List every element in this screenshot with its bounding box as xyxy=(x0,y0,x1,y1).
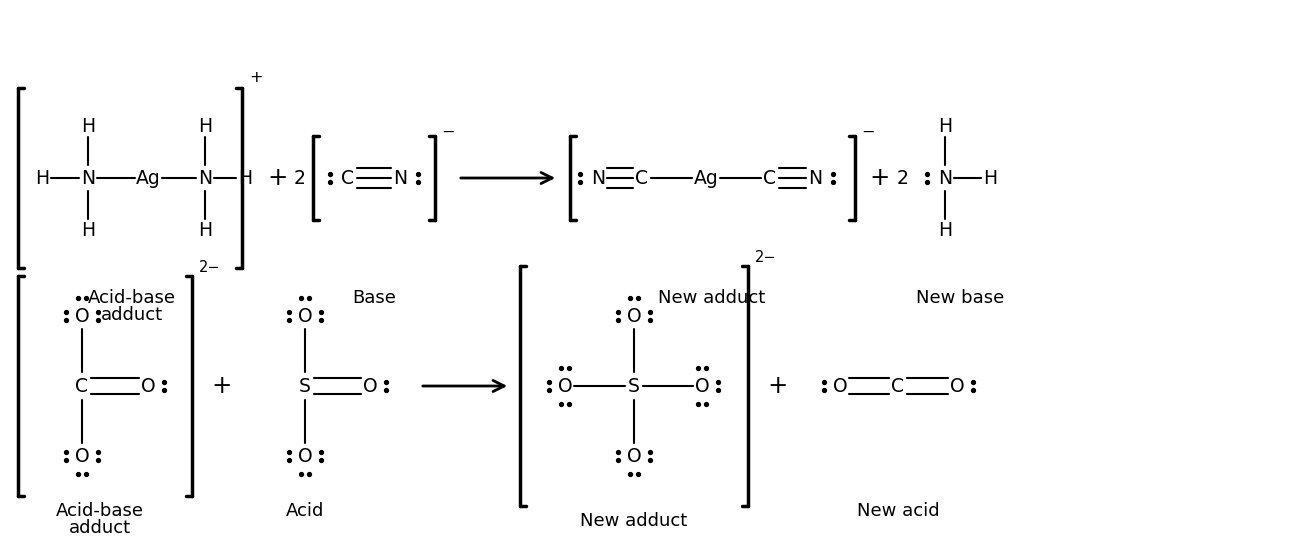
Text: S: S xyxy=(299,377,311,395)
Text: N: N xyxy=(937,168,952,188)
Text: +: + xyxy=(870,166,891,190)
Text: H: H xyxy=(35,168,49,188)
Text: 2−: 2− xyxy=(199,260,221,275)
Text: O: O xyxy=(140,377,155,395)
Text: N: N xyxy=(393,168,407,188)
Text: H: H xyxy=(983,168,997,188)
Text: C: C xyxy=(342,168,355,188)
Text: N: N xyxy=(592,168,604,188)
Text: H: H xyxy=(238,168,252,188)
Text: O: O xyxy=(558,377,572,395)
Text: −: − xyxy=(862,124,875,139)
Text: O: O xyxy=(74,307,90,325)
Text: O: O xyxy=(833,377,848,395)
Text: O: O xyxy=(74,447,90,465)
Text: +: + xyxy=(768,374,788,398)
Text: adduct: adduct xyxy=(69,519,131,537)
Text: C: C xyxy=(75,377,88,395)
Text: H: H xyxy=(937,221,952,239)
Text: Acid-base: Acid-base xyxy=(56,502,144,520)
Text: O: O xyxy=(298,307,312,325)
Text: 2: 2 xyxy=(897,168,909,188)
Text: N: N xyxy=(807,168,822,188)
Text: N: N xyxy=(198,168,212,188)
Text: C: C xyxy=(636,168,649,188)
Text: Ag: Ag xyxy=(135,168,160,188)
Text: adduct: adduct xyxy=(101,306,162,324)
Text: New acid: New acid xyxy=(857,502,940,520)
Text: 2−: 2− xyxy=(755,251,777,265)
Text: H: H xyxy=(198,117,212,136)
Text: O: O xyxy=(363,377,377,395)
Text: C: C xyxy=(892,377,905,395)
Text: 2: 2 xyxy=(294,168,306,188)
Text: N: N xyxy=(81,168,95,188)
Text: +: + xyxy=(250,70,263,86)
Text: S: S xyxy=(628,377,640,395)
Text: H: H xyxy=(198,221,212,239)
Text: O: O xyxy=(627,307,641,325)
Text: −: − xyxy=(441,124,455,139)
Text: H: H xyxy=(81,221,95,239)
Text: +: + xyxy=(268,166,289,190)
Text: New adduct: New adduct xyxy=(580,512,688,530)
Text: O: O xyxy=(298,447,312,465)
Text: O: O xyxy=(627,447,641,465)
Text: H: H xyxy=(81,117,95,136)
Text: C: C xyxy=(763,168,776,188)
Text: Ag: Ag xyxy=(694,168,719,188)
Text: Acid-base: Acid-base xyxy=(88,289,176,307)
Text: Base: Base xyxy=(352,289,396,307)
Text: Acid: Acid xyxy=(286,502,324,520)
Text: H: H xyxy=(937,117,952,136)
Text: +: + xyxy=(212,374,233,398)
Text: New base: New base xyxy=(916,289,1004,307)
Text: New adduct: New adduct xyxy=(658,289,766,307)
Text: O: O xyxy=(950,377,965,395)
Text: O: O xyxy=(694,377,710,395)
